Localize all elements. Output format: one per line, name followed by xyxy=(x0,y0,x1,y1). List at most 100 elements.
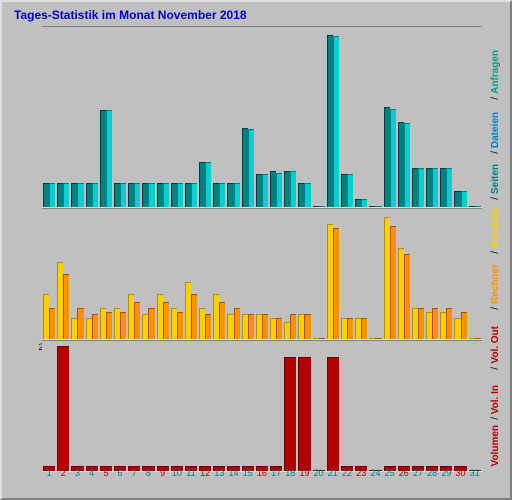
x-axis-day: 21 xyxy=(326,468,340,478)
bar-group xyxy=(170,341,184,471)
x-axis-day: 6 xyxy=(113,468,127,478)
bar-group xyxy=(354,209,368,339)
bar xyxy=(290,314,296,339)
bar-group xyxy=(269,209,283,339)
panel-volumen xyxy=(42,340,482,472)
bar-group xyxy=(312,27,326,207)
x-axis-day: 26 xyxy=(397,468,411,478)
bar xyxy=(134,302,140,339)
chart-title: Tages-Statistik im Monat November 2018 xyxy=(14,8,247,22)
bar-group xyxy=(127,209,141,339)
bar-group xyxy=(56,27,70,207)
legend-volin: Vol. In xyxy=(490,385,501,414)
x-axis-day: 31 xyxy=(468,468,482,478)
bar-group xyxy=(383,341,397,471)
bar xyxy=(347,318,353,339)
bar xyxy=(191,183,197,207)
bar-group xyxy=(85,341,99,471)
bar xyxy=(418,308,424,339)
bar-group xyxy=(297,209,311,339)
x-axis: 1234567891011121314151617181920212223242… xyxy=(42,468,482,478)
x-axis-day: 27 xyxy=(411,468,425,478)
bar xyxy=(432,308,438,339)
bar-group xyxy=(368,27,382,207)
bar xyxy=(63,183,69,207)
bar-group xyxy=(212,341,226,471)
bar-group xyxy=(127,341,141,471)
bar xyxy=(446,168,452,207)
bar-group xyxy=(383,27,397,207)
bar-group xyxy=(354,341,368,471)
bar xyxy=(446,308,452,339)
bar xyxy=(49,308,55,339)
chart-container: Tages-Statistik im Monat November 2018 5… xyxy=(0,0,512,500)
bar xyxy=(404,254,410,339)
bar xyxy=(191,294,197,339)
bar-group xyxy=(255,27,269,207)
bar xyxy=(284,357,296,471)
legend-separator: / xyxy=(490,251,501,254)
bar-group xyxy=(340,209,354,339)
bar xyxy=(163,302,169,339)
x-axis-day: 15 xyxy=(241,468,255,478)
bar-group xyxy=(425,341,439,471)
x-axis-day: 22 xyxy=(340,468,354,478)
bar-group xyxy=(198,341,212,471)
bar-group xyxy=(340,27,354,207)
bar xyxy=(92,183,98,207)
bar-group xyxy=(468,27,482,207)
bar xyxy=(205,314,211,339)
bar-group xyxy=(226,209,240,339)
bar xyxy=(57,346,69,471)
bar xyxy=(248,314,254,339)
bar-group xyxy=(255,341,269,471)
bar-group xyxy=(113,341,127,471)
bar-group xyxy=(56,341,70,471)
bar-group xyxy=(141,209,155,339)
bar-group xyxy=(340,341,354,471)
bar-group xyxy=(241,341,255,471)
bar-group xyxy=(326,209,340,339)
bar-group xyxy=(70,209,84,339)
bar-group xyxy=(297,27,311,207)
bar-group xyxy=(368,341,382,471)
bar xyxy=(461,312,467,339)
x-axis-day: 17 xyxy=(269,468,283,478)
bar-group xyxy=(312,209,326,339)
bar xyxy=(361,199,367,207)
bar-group xyxy=(354,27,368,207)
bar xyxy=(248,129,254,207)
bar xyxy=(219,302,225,339)
x-axis-day: 30 xyxy=(453,468,467,478)
legend-separator: / xyxy=(490,97,501,100)
bar-group xyxy=(397,27,411,207)
legend-rechner: Rechner xyxy=(490,264,501,304)
legend-dateien: Dateien xyxy=(490,112,501,148)
bar-group xyxy=(212,27,226,207)
bar xyxy=(262,174,268,207)
x-axis-day: 25 xyxy=(383,468,397,478)
bar-group xyxy=(198,209,212,339)
bar-group xyxy=(184,209,198,339)
bar xyxy=(262,314,268,339)
bar-group xyxy=(184,27,198,207)
bar-group xyxy=(269,27,283,207)
legend-besuche: Besuche xyxy=(490,206,501,248)
bar-group xyxy=(56,209,70,339)
bar-group xyxy=(283,341,297,471)
bar xyxy=(106,110,112,207)
bar-group xyxy=(226,27,240,207)
legend-anfragen: Anfragen xyxy=(490,50,501,94)
bar xyxy=(177,183,183,207)
bar xyxy=(205,162,211,207)
legend-separator: / xyxy=(490,367,501,370)
bar xyxy=(234,183,240,207)
bar-group xyxy=(156,341,170,471)
bar-group xyxy=(326,27,340,207)
bar-group xyxy=(283,27,297,207)
chart-area xyxy=(42,26,482,466)
bar xyxy=(92,314,98,339)
x-axis-day: 8 xyxy=(141,468,155,478)
bar-group xyxy=(468,209,482,339)
bar-group xyxy=(411,27,425,207)
